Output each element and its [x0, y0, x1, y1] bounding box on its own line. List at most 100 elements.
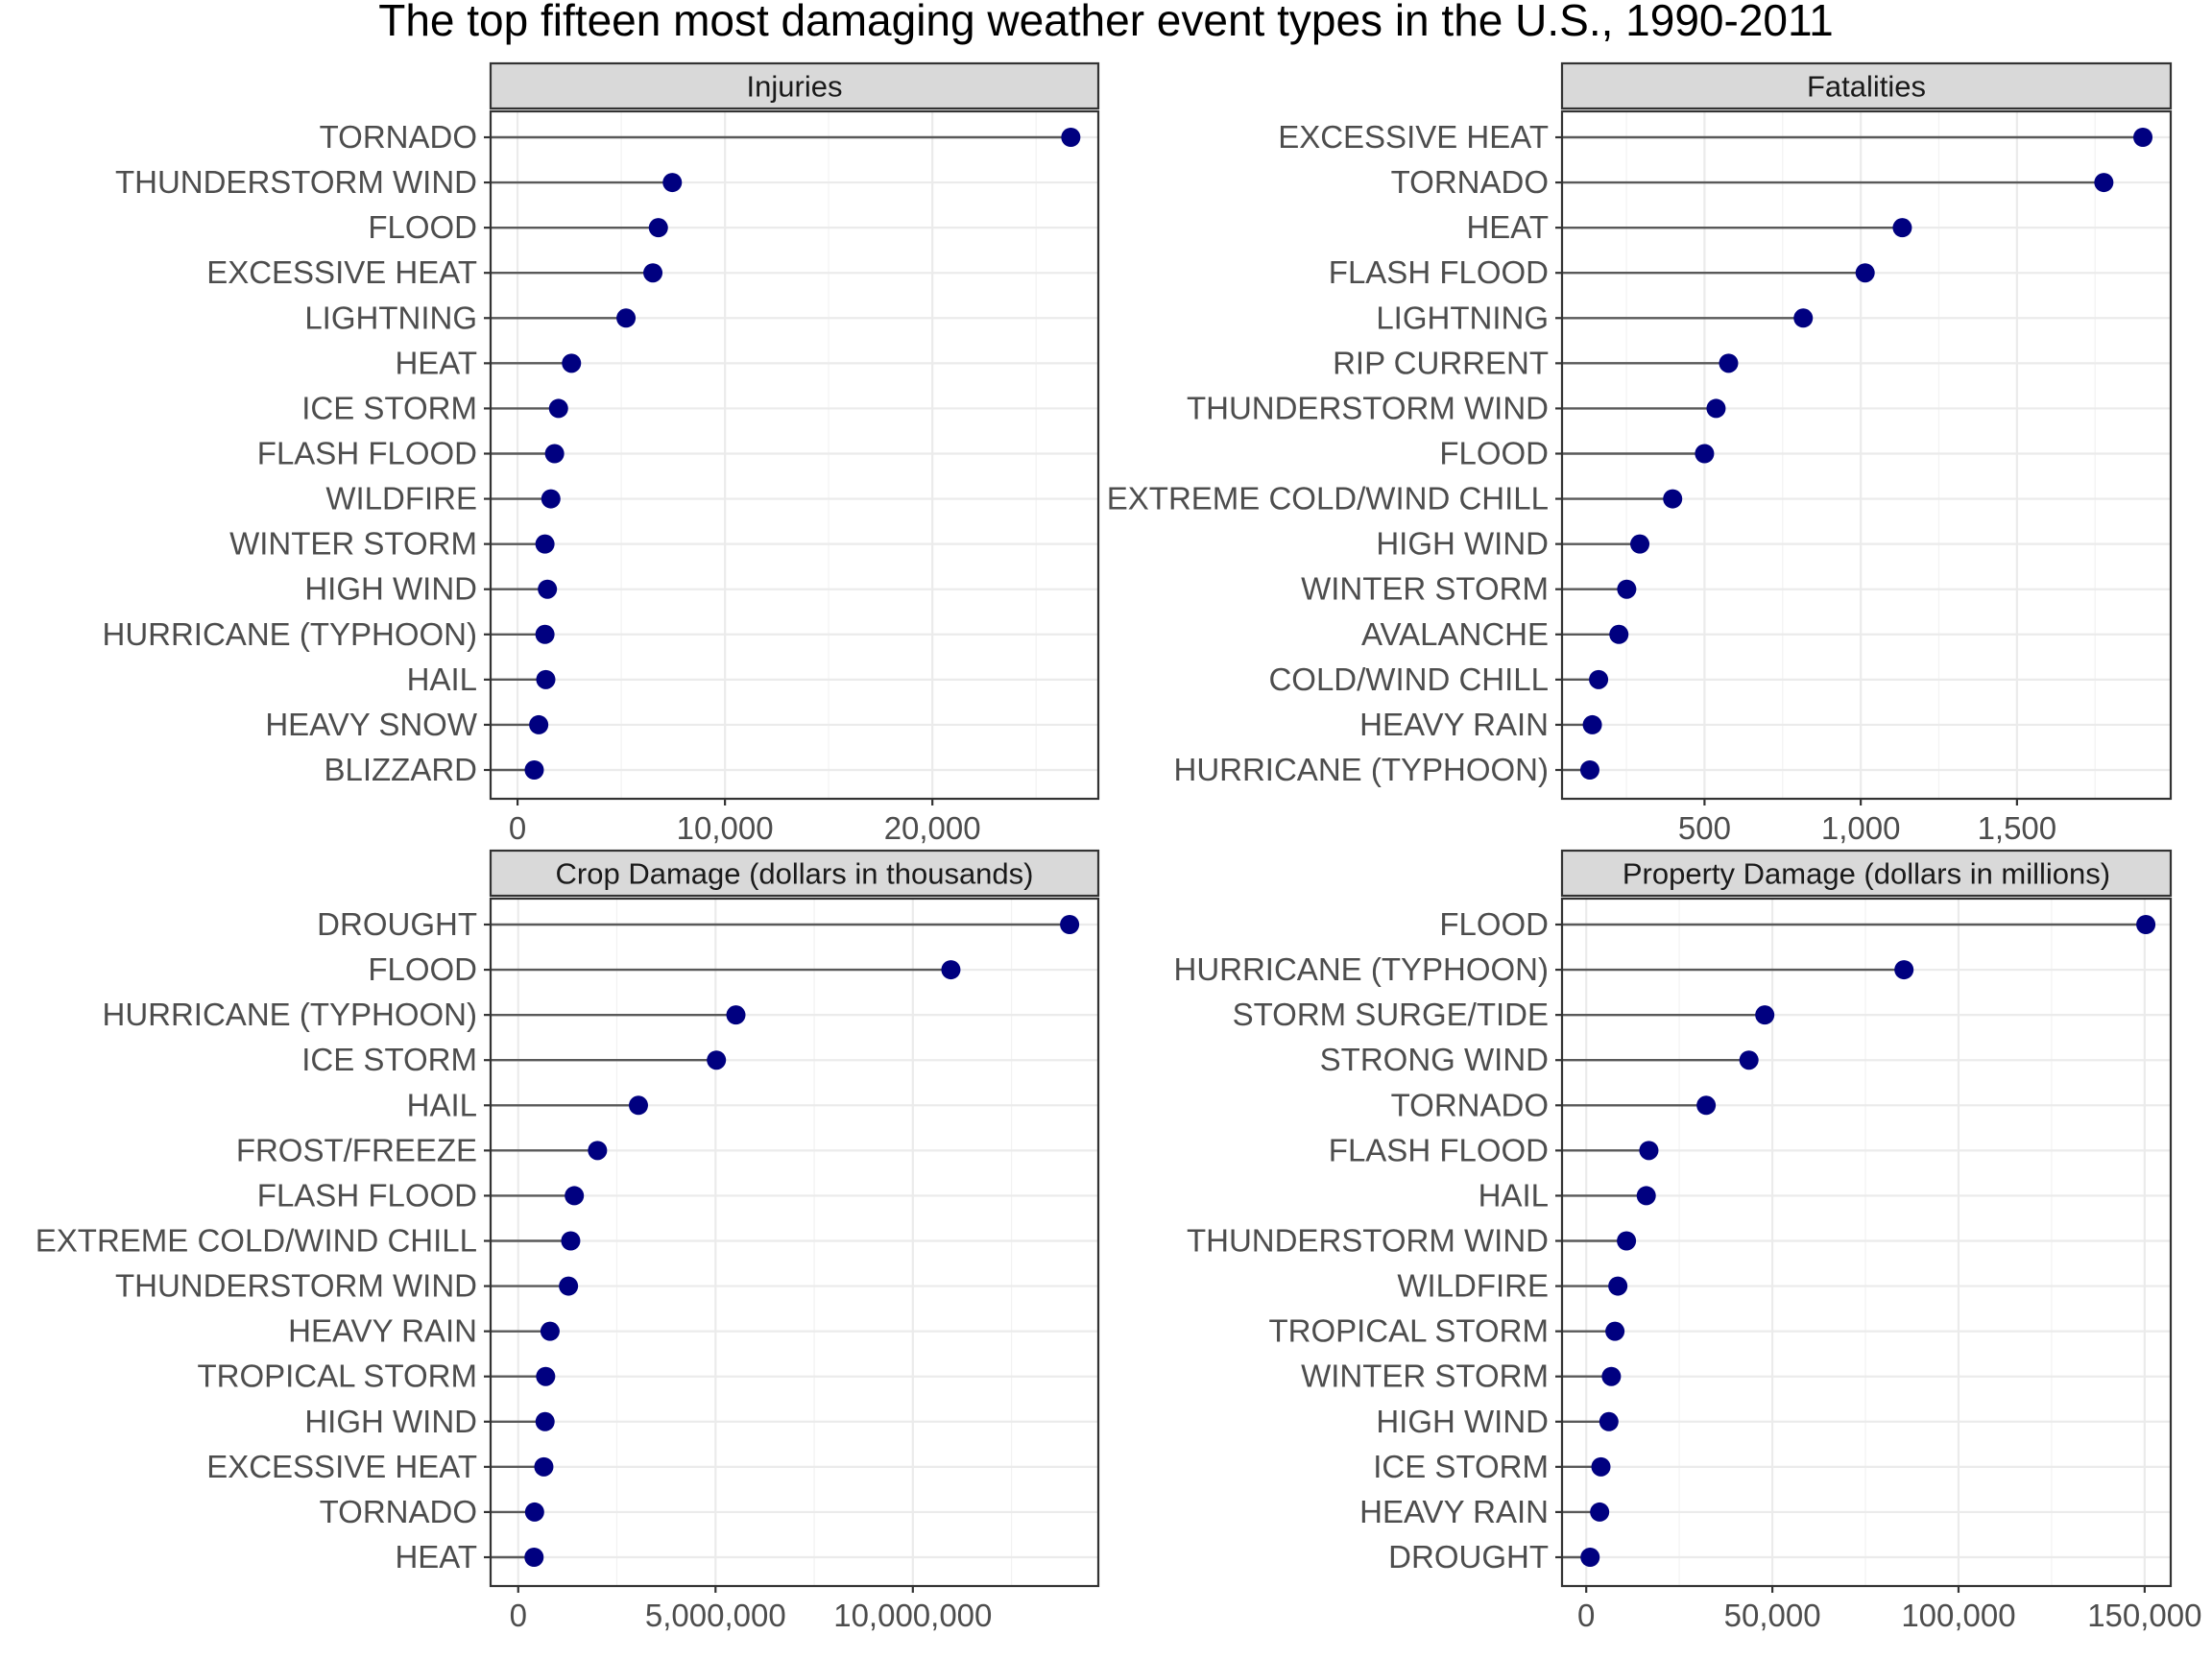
point-winter-storm	[1601, 1366, 1622, 1386]
point-flash-flood	[544, 444, 565, 464]
point-lightning	[616, 308, 637, 328]
x-tick-label: 20,000	[884, 810, 981, 846]
point-strong-wind	[1739, 1050, 1759, 1070]
point-excessive-heat	[534, 1456, 554, 1477]
point-hail	[536, 669, 556, 689]
point-extreme-cold-wind-chill	[561, 1231, 581, 1251]
y-tick-label: TORNADO	[320, 119, 477, 155]
point-ice-storm	[1591, 1456, 1611, 1477]
y-tick-label: TORNADO	[1391, 1087, 1549, 1122]
facet-strip	[489, 849, 1100, 898]
point-heat	[1892, 218, 1912, 238]
y-tick-label: ICE STORM	[301, 390, 477, 425]
y-tick-label: EXTREME COLD/WIND CHILL	[1107, 481, 1549, 517]
y-tick-label: COLD/WIND CHILL	[1268, 661, 1549, 697]
y-tick-label: AVALANCHE	[1361, 616, 1549, 652]
y-tick-label: HEAT	[1466, 209, 1549, 245]
point-ice-storm	[548, 398, 568, 419]
panel-background	[491, 111, 1098, 799]
y-tick-label: FLOOD	[368, 951, 477, 987]
point-heavy-rain	[1582, 714, 1602, 734]
point-tornado	[1696, 1095, 1717, 1116]
y-tick-label: THUNDERSTORM WIND	[115, 1268, 477, 1304]
point-frost-freeze	[588, 1141, 608, 1161]
point-tropical-storm	[536, 1366, 556, 1386]
y-tick-label: HEAT	[395, 345, 477, 380]
facet-strip-label: Crop Damage (dollars in thousands)	[556, 857, 1034, 891]
point-thunderstorm-wind	[1706, 398, 1726, 419]
panel-border	[489, 109, 1100, 801]
facet-strip-label: Fatalities	[1807, 70, 1926, 104]
facet-strip	[1560, 61, 2173, 110]
point-wildfire	[1608, 1276, 1628, 1296]
x-tick-label: 500	[1678, 810, 1731, 846]
point-thunderstorm-wind	[662, 173, 683, 193]
y-tick-label: EXCESSIVE HEAT	[206, 254, 477, 290]
point-thunderstorm-wind	[1617, 1231, 1637, 1251]
x-tick-label: 1,000	[1821, 810, 1901, 846]
point-drought	[1060, 915, 1080, 934]
panel-fatalities: Fatalities EXCESSIVE HEAT TORNADO HEAT FLASH…	[1107, 61, 2173, 846]
x-tick-label: 0	[509, 810, 526, 846]
facet-strip-label: Injuries	[747, 70, 843, 104]
x-tick-label: 50,000	[1724, 1598, 1821, 1633]
point-ice-storm	[707, 1050, 727, 1070]
point-flash-flood	[565, 1186, 585, 1206]
y-tick-label: LIGHTNING	[1376, 300, 1549, 335]
point-blizzard	[524, 760, 544, 780]
y-tick-label: FLASH FLOOD	[257, 1177, 477, 1213]
point-wildfire	[541, 489, 561, 509]
facet-strip	[1560, 849, 2173, 898]
y-tick-label: FLOOD	[368, 209, 477, 245]
panel-border	[489, 897, 1100, 1588]
y-tick-label: TROPICAL STORM	[197, 1358, 477, 1394]
panels-layer: Injuries TORNADO THUNDERSTORM WIND FLOOD EXC…	[36, 61, 2202, 1633]
point-heat	[562, 353, 582, 373]
point-heavy-rain	[1590, 1502, 1610, 1522]
x-tick-label: 0	[510, 1598, 527, 1633]
x-tick-label: 1,500	[1978, 810, 2057, 846]
y-tick-label: WINTER STORM	[1301, 1358, 1549, 1394]
point-high-wind	[1599, 1411, 1619, 1431]
y-tick-label: FLOOD	[1439, 436, 1549, 471]
panel-border	[1560, 109, 2173, 801]
y-tick-label: FLOOD	[1439, 906, 1549, 942]
point-high-wind	[538, 579, 558, 599]
y-tick-label: HURRICANE (TYPHOON)	[1173, 951, 1549, 987]
point-hurricane-typhoon	[1894, 960, 1914, 980]
y-tick-label: THUNDERSTORM WIND	[115, 164, 477, 200]
y-tick-label: FROST/FREEZE	[236, 1132, 477, 1167]
y-tick-label: THUNDERSTORM WIND	[1187, 390, 1549, 425]
y-tick-label: EXCESSIVE HEAT	[1278, 119, 1549, 155]
y-tick-label: FLASH FLOOD	[1329, 254, 1549, 290]
y-tick-label: HEAVY RAIN	[288, 1313, 477, 1349]
y-tick-label: LIGHTNING	[304, 300, 477, 335]
y-tick-label: HIGH WIND	[1376, 526, 1549, 562]
point-high-wind	[535, 1411, 555, 1431]
point-flood	[648, 218, 668, 238]
y-tick-label: HIGH WIND	[304, 1404, 477, 1439]
y-tick-label: ICE STORM	[1373, 1449, 1549, 1484]
point-flood	[2136, 915, 2156, 934]
point-hail	[628, 1095, 648, 1116]
panel-background	[491, 899, 1098, 1586]
point-tornado	[524, 1502, 544, 1522]
point-winter-storm	[1617, 579, 1637, 599]
x-tick-label: 5,000,000	[645, 1598, 786, 1633]
figure-title: The top fifteen most damaging weather ev…	[378, 0, 1834, 45]
panel-background	[1562, 111, 2171, 799]
y-tick-label: HEAVY RAIN	[1359, 707, 1549, 742]
y-tick-label: HAIL	[407, 1087, 477, 1122]
point-flash-flood	[1639, 1141, 1659, 1161]
point-heat	[524, 1548, 544, 1567]
point-flash-flood	[1855, 263, 1875, 283]
y-tick-label: WILDFIRE	[1397, 1268, 1549, 1304]
point-winter-storm	[535, 534, 555, 554]
y-tick-label: TORNADO	[1391, 164, 1549, 200]
point-thunderstorm-wind	[559, 1276, 579, 1296]
y-tick-label: EXTREME COLD/WIND CHILL	[36, 1223, 477, 1259]
y-tick-label: HAIL	[1479, 1177, 1549, 1213]
x-tick-label: 150,000	[2087, 1598, 2201, 1633]
point-storm-surge-tide	[1755, 1005, 1775, 1025]
point-lightning	[1793, 308, 1814, 328]
